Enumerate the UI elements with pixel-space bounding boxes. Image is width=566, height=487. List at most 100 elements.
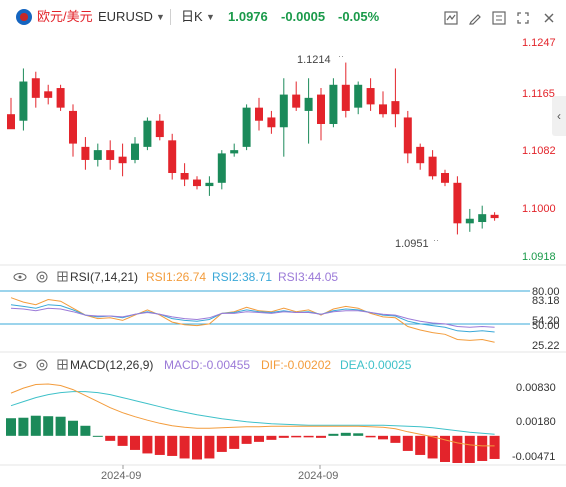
close-icon — [544, 13, 554, 23]
macd-bar — [340, 432, 351, 436]
candle-body — [44, 91, 53, 98]
macd-bar — [254, 435, 264, 442]
rsi-eye-icon[interactable] — [13, 273, 27, 281]
rsi-tick-label: 54.20 — [532, 315, 560, 327]
fullscreen-button[interactable] — [512, 8, 534, 28]
candle-body — [56, 88, 65, 108]
macd-histogram — [6, 415, 500, 463]
macd-bar — [353, 433, 364, 436]
dea-line — [10, 391, 495, 435]
macd-bar — [365, 435, 376, 438]
macd-bar — [229, 435, 240, 449]
high-price-label: 1.1214 — [297, 54, 331, 66]
dif-line — [10, 383, 495, 447]
pair-name[interactable]: 欧元/美元 — [37, 9, 93, 24]
rsi1-value: RSI1:26.74 — [146, 270, 206, 284]
candle-body — [155, 120, 164, 138]
macd-lines — [10, 383, 495, 447]
macd-bar — [464, 435, 475, 463]
settings-button[interactable] — [488, 8, 510, 28]
candle-body — [93, 150, 102, 160]
symbol-dropdown-icon[interactable]: ▼ — [156, 12, 165, 22]
timeframe-select[interactable]: 日K — [181, 9, 203, 24]
candle-body — [255, 107, 263, 121]
macd-bar — [43, 416, 54, 436]
price-change-pct: -0.05% — [338, 9, 380, 24]
time-tick-label: 2024-09 — [298, 470, 338, 482]
macd-bar — [204, 435, 215, 459]
candle-body — [329, 84, 338, 124]
rsi-tick-label: 80.00 — [532, 286, 560, 298]
macd-indicator-label[interactable]: MACD(12,26,9) — [70, 358, 153, 372]
candle-body — [106, 150, 115, 160]
candle-body — [279, 94, 288, 128]
macd-bar — [130, 435, 140, 450]
candle-body — [441, 173, 449, 183]
macd-bar — [303, 435, 314, 438]
macd-bar — [117, 435, 128, 446]
candle-body — [118, 156, 127, 164]
candle-body — [31, 78, 40, 98]
price-change: -0.0005 — [281, 9, 326, 24]
last-price: 1.0976 — [228, 9, 268, 24]
low-price-marker: ·· — [433, 235, 439, 245]
candle-body — [379, 104, 387, 115]
candle-body — [465, 218, 474, 224]
candle-body — [403, 117, 412, 154]
rsi-tick-label: 83.18 — [532, 295, 560, 307]
macd-bar — [105, 435, 116, 441]
rsi-indicator-label[interactable]: RSI(7,14,21) — [70, 270, 138, 284]
fullscreen-icon — [517, 12, 529, 24]
macd-expand-icon[interactable] — [57, 359, 68, 370]
candle-body — [205, 182, 214, 187]
timeframe-dropdown-icon[interactable]: ▼ — [206, 12, 215, 22]
candle-body — [416, 146, 425, 164]
macd-bar — [390, 435, 401, 443]
macd-bar — [328, 433, 339, 436]
macd-settings-icon[interactable] — [36, 359, 48, 371]
divider — [170, 9, 171, 25]
candle-body — [317, 94, 325, 124]
macd-bar — [216, 435, 227, 452]
macd-bar — [154, 435, 165, 455]
candle-body — [19, 81, 28, 121]
symbol-code[interactable]: EURUSD — [98, 9, 153, 24]
macd-bar — [452, 435, 463, 463]
rsi-tick-label: 25.22 — [532, 340, 560, 352]
low-price-label: 1.0951 — [395, 238, 429, 250]
indicator-icon — [444, 11, 458, 25]
macd-bar — [402, 435, 413, 451]
macd-eye-icon[interactable] — [13, 361, 27, 369]
macd-bar — [278, 435, 289, 438]
price-tick-label: 1.1247 — [522, 37, 556, 49]
candle-body — [478, 214, 487, 223]
close-button[interactable] — [538, 8, 560, 28]
rsi-expand-icon[interactable] — [57, 271, 68, 282]
price-tick-label: 1.1165 — [522, 88, 555, 100]
candle-body — [193, 179, 201, 187]
rsi-tick-label: 50.00 — [532, 320, 560, 332]
currency-flag-icon — [16, 9, 32, 25]
macd-bar — [266, 435, 277, 440]
candle-body — [81, 146, 90, 160]
macd-bar — [18, 417, 29, 436]
chevron-left-icon: ‹ — [557, 109, 561, 123]
candle-body — [180, 173, 189, 180]
macd-bar — [55, 416, 66, 436]
macd-bar — [489, 435, 500, 459]
draw-button[interactable] — [464, 8, 486, 28]
time-tick-label: 2024-09 — [101, 470, 141, 482]
dif-value: DIF:-0.00202 — [261, 358, 331, 372]
candle-body — [230, 150, 239, 154]
side-panel-toggle[interactable]: ‹ — [552, 96, 566, 136]
rsi-settings-icon[interactable] — [36, 271, 48, 283]
candle-body — [304, 97, 313, 111]
candle-body — [366, 88, 375, 105]
macd-bar — [142, 435, 153, 454]
macd-value: MACD:-0.00455 — [164, 358, 250, 372]
macd-bar — [291, 435, 302, 438]
candle-body — [453, 182, 462, 224]
indicator-button[interactable] — [440, 8, 462, 28]
price-tick-label: 1.1082 — [522, 145, 556, 157]
